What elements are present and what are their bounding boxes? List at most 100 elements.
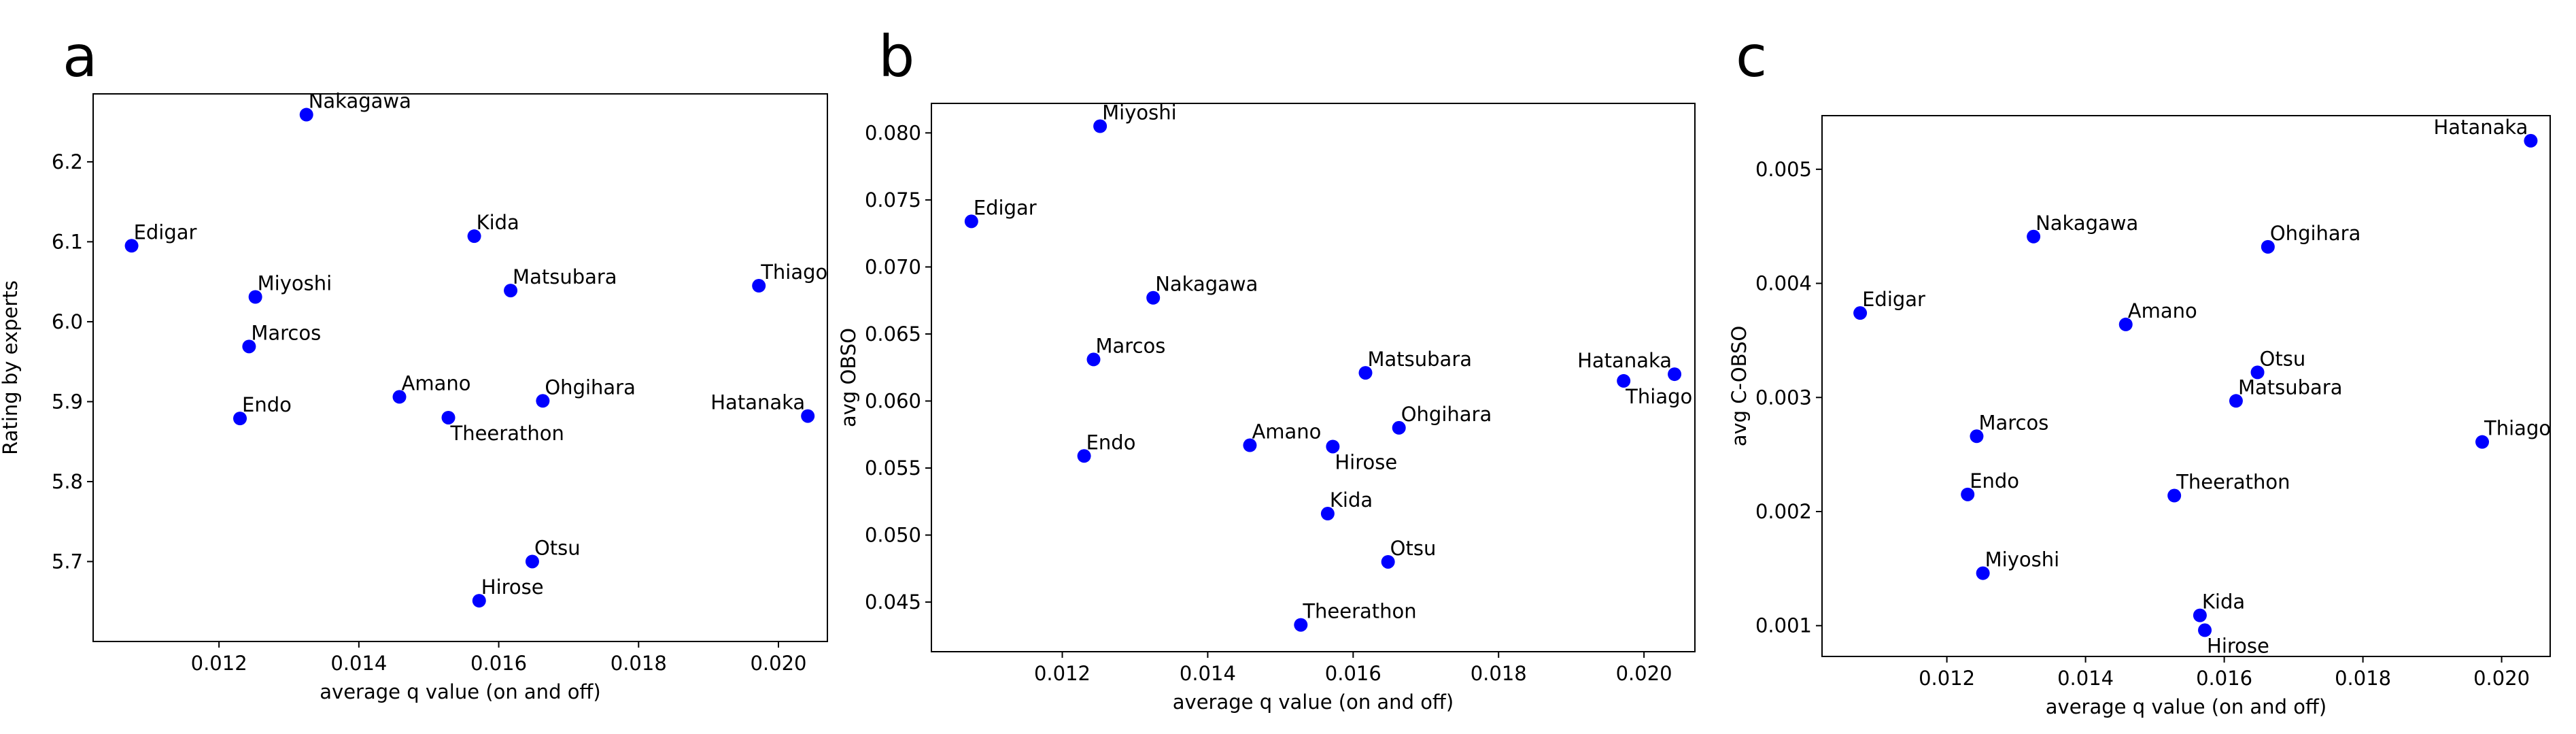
data-point [801,409,815,423]
data-point [1358,366,1373,380]
point-label: Hirose [481,575,544,599]
point-label: Matsubara [2238,376,2343,399]
y-tick-label: 5.8 [52,470,83,493]
data-point [1668,367,1682,382]
y-tick-label: 0.060 [865,389,921,412]
point-label: Theerathon [450,422,564,445]
data-point [525,554,539,569]
point-label: Miyoshi [258,271,332,295]
plot-frame [92,93,828,642]
point-label: Hatanaka [710,391,805,414]
x-axis-label: average q value (on and off) [1173,690,1454,714]
panel-c: c 0.012 0.014 0.016 0.018 0.020 0.001 0.002 0.… [1728,23,2551,718]
point-label: Marcos [1978,411,2048,434]
data-point [441,410,456,424]
data-point [1617,373,1631,388]
x-tick-label: 0.020 [1616,662,1672,685]
x-tick-label: 0.020 [750,652,806,675]
point-label: Hatanaka [1577,349,1672,372]
point-label: Nakagawa [1155,273,1258,296]
y-tick-label: 0.065 [865,322,921,346]
data-point [2475,435,2490,449]
data-point [1970,429,1984,444]
data-point [1320,507,1335,521]
data-point [242,339,256,354]
y-axis-label: Rating by experts [0,280,22,455]
data-point [752,279,766,293]
data-point [2193,608,2207,622]
x-tick-label: 0.016 [1325,662,1381,685]
data-point [1086,352,1101,367]
point-label: Otsu [2260,347,2306,370]
x-tick-label: 0.016 [2196,667,2252,690]
point-label: Endo [242,393,292,416]
y-tick-label: 0.070 [865,255,921,278]
data-point [2118,317,2133,331]
panel-letter: b [878,23,914,90]
data-point [2027,229,2041,244]
point-label: Edigar [974,196,1037,219]
y-tick-label: 0.001 [1755,614,1812,637]
data-point [504,284,518,298]
y-tick-label: 0.005 [1755,158,1812,181]
x-tick-label: 0.014 [330,652,387,675]
panel-letter: a [63,23,97,90]
point-label: Ohgihara [545,376,636,399]
y-tick-label: 0.002 [1755,500,1812,523]
y-tick-label: 0.080 [865,121,921,144]
y-axis-label: avg OBSO [837,328,860,427]
point-label: Otsu [534,536,581,559]
data-point [392,390,407,404]
point-label: Amano [402,371,471,395]
data-point [2229,394,2243,408]
point-label: Ohgihara [1401,403,1492,426]
x-tick-label: 0.018 [2335,667,2391,690]
data-point [299,107,313,122]
point-label: Hirose [1335,450,1397,473]
data-point [1326,439,1340,454]
point-label: Endo [1086,431,1136,454]
y-tick-label: 0.050 [865,524,921,547]
x-axis-label: average q value (on and off) [2046,695,2326,718]
x-tick-label: 0.018 [1471,662,1527,685]
data-point [1243,438,1257,452]
data-point [1381,554,1395,569]
x-tick-label: 0.016 [470,652,527,675]
point-label: Thiago [1625,385,1692,408]
point-label: Matsubara [1368,348,1473,371]
point-label: Marcos [251,321,321,344]
y-tick-label: 6.1 [52,230,83,253]
data-point [964,214,978,229]
point-label: Marcos [1096,334,1166,357]
x-axis-label: average q value (on and off) [320,680,600,703]
point-label: Miyoshi [1985,548,2060,571]
point-label: Thiago [760,261,827,284]
x-tick-label: 0.012 [1034,662,1090,685]
point-label: Amano [2128,299,2197,322]
data-point [1077,449,1091,463]
x-tick-label: 0.012 [1919,667,1975,690]
point-label: Ohgihara [2270,222,2361,245]
panel-letter: c [1736,23,1767,90]
x-tick-label: 0.014 [2057,667,2114,690]
panel-a: a 0.012 0.014 0.016 0.018 0.020 5.7 5.8 5.9 6.0… [0,23,828,703]
y-tick-label: 0.004 [1755,272,1812,295]
y-tick-label: 0.075 [865,188,921,212]
data-point [467,229,481,244]
x-tick-label: 0.020 [2473,667,2530,690]
x-tick-label: 0.012 [191,652,247,675]
y-tick-label: 6.2 [52,150,83,173]
data-point [1976,566,1990,580]
y-tick-label: 6.0 [52,310,83,333]
point-label: Kida [2202,590,2245,614]
point-label: Edigar [1862,288,1925,311]
data-point [2261,239,2275,254]
data-point [2167,488,2182,503]
y-tick-label: 0.003 [1755,386,1812,409]
point-label: Kida [477,211,519,234]
panel-b: b 0.012 0.014 0.016 0.018 0.020 0.045 0.050 0.… [837,23,1696,714]
point-label: Endo [1970,469,2019,493]
plot-frame [931,103,1696,652]
point-label: Theerathon [2176,471,2290,494]
